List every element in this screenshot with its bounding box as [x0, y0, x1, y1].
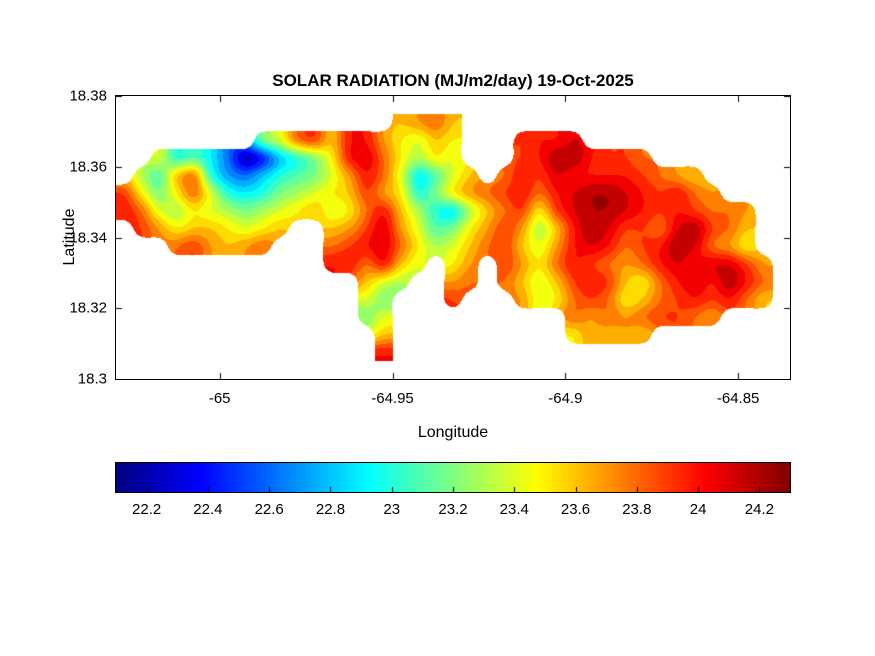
colorbar-tick-label: 23.6 — [560, 501, 591, 518]
colorbar-tick-label: 22.4 — [193, 501, 223, 518]
x-tick-label: -64.9 — [548, 390, 583, 407]
chart-title: SOLAR RADIATION (MJ/m2/day) 19-Oct-2025 — [272, 71, 634, 90]
colorbar-tick-label: 23 — [383, 501, 401, 518]
plot-area — [115, 95, 791, 380]
colorbar-tick-label: 23.2 — [438, 501, 468, 518]
colorbar-tick-label: 22.8 — [315, 501, 346, 518]
y-tick-label: 18.34 — [69, 229, 107, 246]
colorbar-tick-label: 22.2 — [132, 501, 162, 518]
x-tick-label: -64.95 — [371, 390, 414, 407]
y-tick-label: 18.32 — [69, 299, 107, 317]
y-tick-label: 18.38 — [69, 87, 107, 105]
contour-canvas — [116, 96, 790, 379]
colorbar-tick-label: 24 — [689, 501, 707, 518]
colorbar-tick-label: 23.8 — [622, 501, 652, 518]
x-axis-label: Longitude — [417, 424, 489, 441]
colorbar-tick-label: 23.4 — [499, 501, 529, 518]
colorbar-tick-label: 24.2 — [744, 501, 774, 518]
y-tick-label: 18.36 — [69, 158, 107, 176]
x-tick-label: -64.85 — [716, 390, 760, 407]
y-tick-label: 18.3 — [77, 370, 107, 388]
colorbar — [115, 462, 791, 493]
colorbar-canvas — [116, 463, 790, 492]
x-tick-label: -65 — [208, 390, 231, 407]
colorbar-tick-label: 22.6 — [254, 501, 284, 518]
